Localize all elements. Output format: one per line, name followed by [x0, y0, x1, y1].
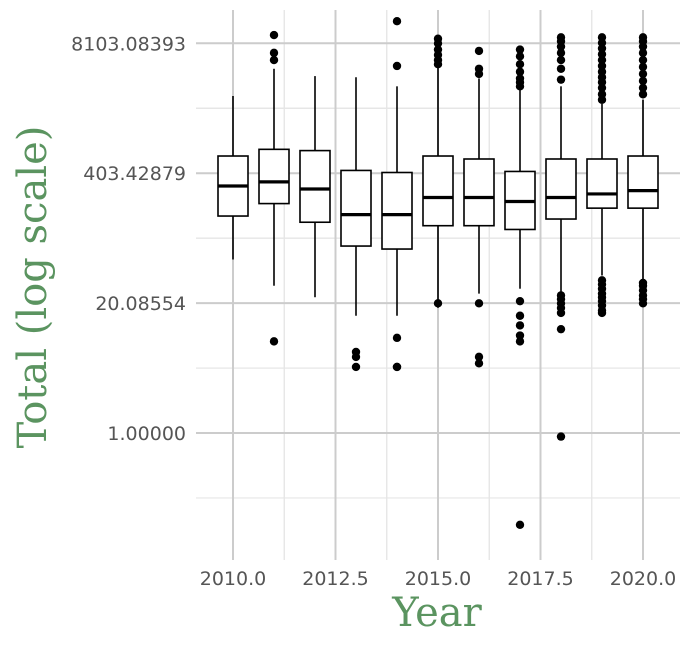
x-tick-label: 2020.0 — [610, 568, 676, 590]
outlier-point — [269, 30, 279, 40]
outlier-point — [638, 69, 648, 79]
outlier-point — [474, 64, 484, 73]
x-axis-title: Year — [391, 590, 482, 636]
iqr-box — [258, 148, 290, 205]
outlier-point — [597, 90, 607, 99]
outlier-point — [638, 76, 648, 86]
outlier-point — [515, 60, 525, 69]
box-2011 — [258, 30, 290, 346]
y-axis-title: Total (log scale) — [10, 126, 56, 449]
iqr-box — [422, 155, 454, 227]
outlier-point — [597, 67, 607, 76]
outlier-point — [392, 362, 402, 372]
box-2017 — [504, 45, 536, 530]
outlier-point — [556, 75, 566, 84]
iqr-box — [299, 149, 331, 224]
outlier-point — [638, 48, 648, 58]
outlier-point — [515, 520, 525, 530]
box-2013 — [340, 77, 372, 372]
outlier-point — [638, 278, 648, 288]
outlier-point — [556, 33, 566, 42]
outlier-point — [515, 45, 525, 54]
outlier-point — [638, 55, 648, 65]
iqr-box — [463, 158, 495, 227]
box-2016 — [463, 46, 495, 368]
outlier-point — [597, 49, 607, 59]
outlier-point — [597, 61, 607, 71]
iqr-box — [381, 171, 413, 250]
box-2019 — [586, 33, 618, 318]
box-layer — [217, 16, 659, 530]
outlier-point — [556, 64, 566, 73]
box-2012 — [299, 76, 331, 298]
outlier-point — [515, 331, 525, 340]
box-2015 — [422, 34, 454, 308]
iqr-box — [627, 155, 659, 209]
outlier-point — [515, 74, 525, 83]
outlier-point — [515, 296, 525, 306]
outlier-point — [474, 46, 484, 56]
outlier-point — [556, 55, 566, 65]
outlier-point — [597, 55, 607, 65]
outlier-point — [392, 333, 402, 343]
outlier-point — [556, 432, 566, 441]
x-tick-label: 2015.0 — [405, 568, 471, 590]
y-tick-label: 20.08554 — [95, 293, 186, 315]
x-tick-label: 2017.5 — [507, 568, 573, 590]
outlier-point — [515, 67, 525, 76]
y-tick-label: 8103.08393 — [71, 33, 186, 55]
outlier-point — [433, 45, 443, 54]
x-tick-labels: 2010.0 2012.5 2015.0 2017.5 2020.0 — [200, 568, 676, 590]
iqr-box — [545, 158, 577, 220]
outlier-point — [556, 48, 566, 58]
box-2020 — [627, 33, 659, 308]
x-tick-label: 2010.0 — [200, 568, 266, 590]
outlier-point — [597, 276, 607, 285]
outlier-point — [474, 352, 484, 362]
outlier-point — [433, 34, 443, 43]
outlier-point — [556, 291, 566, 300]
outlier-point — [433, 299, 443, 308]
outlier-point — [556, 324, 566, 334]
outlier-point — [597, 33, 607, 42]
y-tick-labels: 1.00000 20.08554 403.42879 8103.08393 — [71, 33, 186, 445]
outlier-point — [515, 337, 525, 346]
outlier-point — [515, 52, 525, 61]
box-2010 — [217, 95, 249, 260]
outlier-point — [269, 55, 279, 65]
outlier-point — [474, 299, 484, 308]
outlier-point — [638, 90, 648, 99]
outlier-point — [474, 359, 484, 368]
outlier-point — [515, 321, 525, 330]
outlier-point — [351, 362, 361, 372]
outlier-point — [638, 33, 648, 42]
iqr-box — [586, 158, 618, 209]
box-2014 — [381, 16, 413, 372]
outlier-point — [638, 83, 648, 92]
outlier-point — [638, 62, 648, 72]
iqr-box — [340, 169, 372, 247]
y-tick-label: 1.00000 — [107, 423, 186, 445]
x-tick-label: 2012.5 — [302, 568, 368, 590]
outlier-point — [515, 311, 525, 320]
y-tick-label: 403.42879 — [83, 163, 186, 185]
box-2018 — [545, 33, 577, 441]
outlier-point — [269, 48, 279, 58]
outlier-point — [392, 16, 402, 26]
outlier-point — [392, 61, 402, 71]
outlier-point — [269, 337, 279, 346]
outlier-point — [351, 347, 361, 357]
